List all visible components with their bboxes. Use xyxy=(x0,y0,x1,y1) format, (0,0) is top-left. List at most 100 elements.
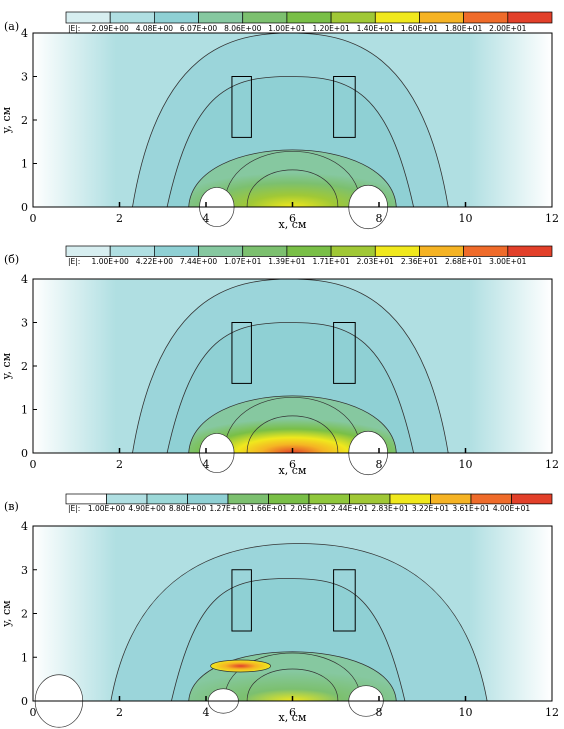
x-tick-label: 10 xyxy=(459,458,473,471)
colorbar-segment xyxy=(65,245,111,257)
field-edge-left xyxy=(33,526,117,701)
x-tick-label: 10 xyxy=(459,706,473,719)
colorbar-segment xyxy=(154,11,199,24)
colorbar-segment xyxy=(470,493,512,505)
x-tick-label: 4 xyxy=(203,458,210,471)
colorbar-segment xyxy=(330,11,376,24)
y-tick-label: 2 xyxy=(21,360,28,373)
y-tick-label: 3 xyxy=(21,317,28,330)
colorbar-tick-label: 3.61E+01 xyxy=(452,504,489,513)
x-tick-label: 4 xyxy=(203,706,210,719)
colorbar-tick-label: 4.90E+00 xyxy=(128,504,165,513)
x-tick-label: 8 xyxy=(376,706,383,719)
y-tick-label: 3 xyxy=(21,564,28,577)
colorbar-segment xyxy=(389,493,431,505)
colorbar-tick-label: 2.05E+01 xyxy=(290,504,327,513)
x-tick-label: 12 xyxy=(545,458,559,471)
colorbar-segment xyxy=(109,245,155,257)
x-tick-label: 8 xyxy=(376,212,383,225)
electrode-rectangle xyxy=(333,322,356,384)
colorbar-segment xyxy=(430,493,472,505)
electrode-rectangle xyxy=(231,76,252,138)
colorbar-tick-label: 3.00E+01 xyxy=(489,257,526,266)
colorbar-tick-label: 1.40E+01 xyxy=(357,24,394,33)
colorbar-segment xyxy=(65,493,107,505)
electrode-rectangle xyxy=(333,569,356,632)
electrode-rectangle xyxy=(231,569,252,632)
colorbar-segment xyxy=(419,11,464,24)
colorbar-tick-label: 1.27E+01 xyxy=(209,504,246,513)
colorbar-tick-label: 2.83E+01 xyxy=(371,504,408,513)
y-tick-label: 4 xyxy=(21,520,28,533)
colorbar-tick-label: 2.68E+01 xyxy=(445,257,482,266)
panel-2: |E|: 1.00E+00 4.22E+00 7.44E+00 1.07E+01 1.39… xyxy=(0,245,559,477)
colorbar-segment xyxy=(308,493,350,505)
colorbar-segment xyxy=(268,493,310,505)
colorbar-tick-label: 3.22E+01 xyxy=(412,504,449,513)
hotspot xyxy=(210,659,271,673)
field-edge-right xyxy=(468,526,552,701)
colorbar-tick-label: 7.44E+00 xyxy=(180,257,217,266)
x-tick-label: 4 xyxy=(203,212,210,225)
y-tick-label: 4 xyxy=(21,273,28,286)
x-tick-label: 2 xyxy=(116,212,123,225)
colorbar-tick-label: 1.71E+01 xyxy=(312,257,349,266)
colorbar-quantity-label: |E|: xyxy=(68,257,80,266)
colorbar-segment xyxy=(198,11,244,24)
x-tick-label: 0 xyxy=(30,458,37,471)
x-axis-label: x, см xyxy=(279,464,307,477)
colorbar-segment xyxy=(286,11,332,24)
electrode-rectangle xyxy=(333,76,356,138)
x-tick-label: 6 xyxy=(289,458,296,471)
y-axis-label: y, см xyxy=(0,352,13,380)
y-tick-label: 4 xyxy=(21,27,28,40)
colorbar-tick-label: 2.44E+01 xyxy=(331,504,368,513)
y-tick-label: 1 xyxy=(21,404,28,417)
colorbar-segment xyxy=(349,493,391,505)
colorbar-tick-label: 1.20E+01 xyxy=(312,24,349,33)
colorbar-segment xyxy=(242,11,288,24)
contour-line xyxy=(224,151,361,208)
x-axis-label: x, см xyxy=(279,711,307,724)
colorbar-segment xyxy=(286,245,332,257)
field-edge-left xyxy=(33,279,117,453)
colorbar-segment xyxy=(198,245,244,257)
colorbar-tick-label: 2.00E+01 xyxy=(489,24,526,33)
colorbar-tick-label: 1.00E+00 xyxy=(92,257,129,266)
colorbar-tick-label: 1.00E+00 xyxy=(88,504,125,513)
colorbar-segment xyxy=(154,245,199,257)
y-tick-label: 0 xyxy=(21,201,28,214)
field-max-region xyxy=(188,395,397,454)
colorbar-quantity-label: |E|: xyxy=(68,24,80,33)
x-tick-label: 2 xyxy=(116,706,123,719)
x-tick-label: 6 xyxy=(289,212,296,225)
field-max-region xyxy=(188,149,397,208)
colorbar-tick-label: 1.07E+01 xyxy=(224,257,261,266)
colorbar-tick-label: 1.00E+01 xyxy=(268,24,305,33)
panel-label: (в) xyxy=(4,500,19,513)
panel-1: |E|: 2.09E+00 4.08E+00 6.07E+00 8.06E+00 1.00… xyxy=(0,11,559,231)
colorbar-segment xyxy=(374,245,420,257)
y-tick-label: 3 xyxy=(21,71,28,84)
colorbar-tick-label: 2.03E+01 xyxy=(357,257,394,266)
x-tick-label: 0 xyxy=(30,212,37,225)
y-tick-label: 1 xyxy=(21,158,28,171)
y-tick-label: 2 xyxy=(21,608,28,621)
contour-line xyxy=(224,652,361,702)
colorbar-tick-label: 2.36E+01 xyxy=(401,257,438,266)
colorbar-tick-label: 8.80E+00 xyxy=(169,504,206,513)
colorbar-tick-label: 1.80E+01 xyxy=(445,24,482,33)
x-tick-label: 10 xyxy=(459,212,473,225)
colorbar-segment xyxy=(227,493,269,505)
colorbar-segment xyxy=(511,493,553,505)
colorbar-tick-label: 2.09E+00 xyxy=(92,24,129,33)
y-tick-label: 0 xyxy=(21,695,28,708)
field-edge-left xyxy=(33,33,117,207)
colorbar-segment xyxy=(419,245,464,257)
colorbar-segment xyxy=(146,493,188,505)
x-tick-label: 12 xyxy=(545,706,559,719)
electrode-rectangle xyxy=(231,322,252,384)
x-tick-label: 2 xyxy=(116,458,123,471)
field-edge-right xyxy=(468,33,552,207)
